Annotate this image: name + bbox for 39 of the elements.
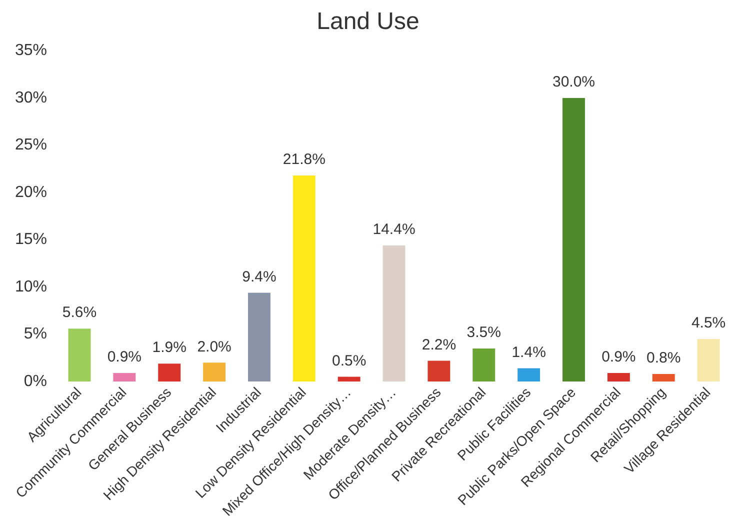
bar [113, 373, 136, 382]
bar [607, 373, 630, 382]
data-label: 1.9% [152, 339, 186, 356]
data-label: 4.5% [691, 314, 726, 332]
bar [472, 348, 496, 382]
y-tick-label: 30% [14, 89, 48, 106]
bar [382, 245, 406, 382]
bar [338, 376, 360, 382]
bar [518, 368, 540, 382]
bar [248, 292, 270, 382]
data-label: 14.4% [372, 221, 416, 238]
data-label: 0.9% [107, 348, 142, 366]
data-label: 21.8% [282, 151, 326, 168]
data-label: 3.5% [466, 324, 501, 342]
y-tick-label: 15% [14, 231, 48, 248]
y-tick-label: 0% [24, 372, 48, 390]
bar [428, 360, 450, 382]
y-tick-label: 20% [14, 184, 48, 201]
bar [562, 98, 585, 382]
data-label: 1.4% [512, 344, 546, 361]
data-label: 30.0% [552, 74, 596, 91]
chart-title: Land Use [316, 8, 420, 36]
data-label: 0.9% [602, 348, 636, 366]
data-label: 2.2% [422, 336, 456, 354]
data-label: 2.0% [197, 338, 232, 356]
data-label: 5.6% [62, 304, 97, 322]
bar [203, 362, 226, 382]
data-label: 0.5% [332, 352, 366, 370]
y-tick-label: 10% [14, 278, 48, 296]
bar [292, 176, 316, 382]
bar [158, 364, 181, 382]
bar [68, 328, 91, 382]
data-label: 0.8% [646, 350, 681, 367]
y-tick-label: 5% [24, 326, 48, 343]
data-label: 9.4% [242, 268, 276, 286]
y-tick-label: 25% [14, 136, 48, 154]
bar [652, 374, 675, 382]
bar [697, 338, 720, 382]
y-tick-label: 35% [14, 42, 48, 60]
